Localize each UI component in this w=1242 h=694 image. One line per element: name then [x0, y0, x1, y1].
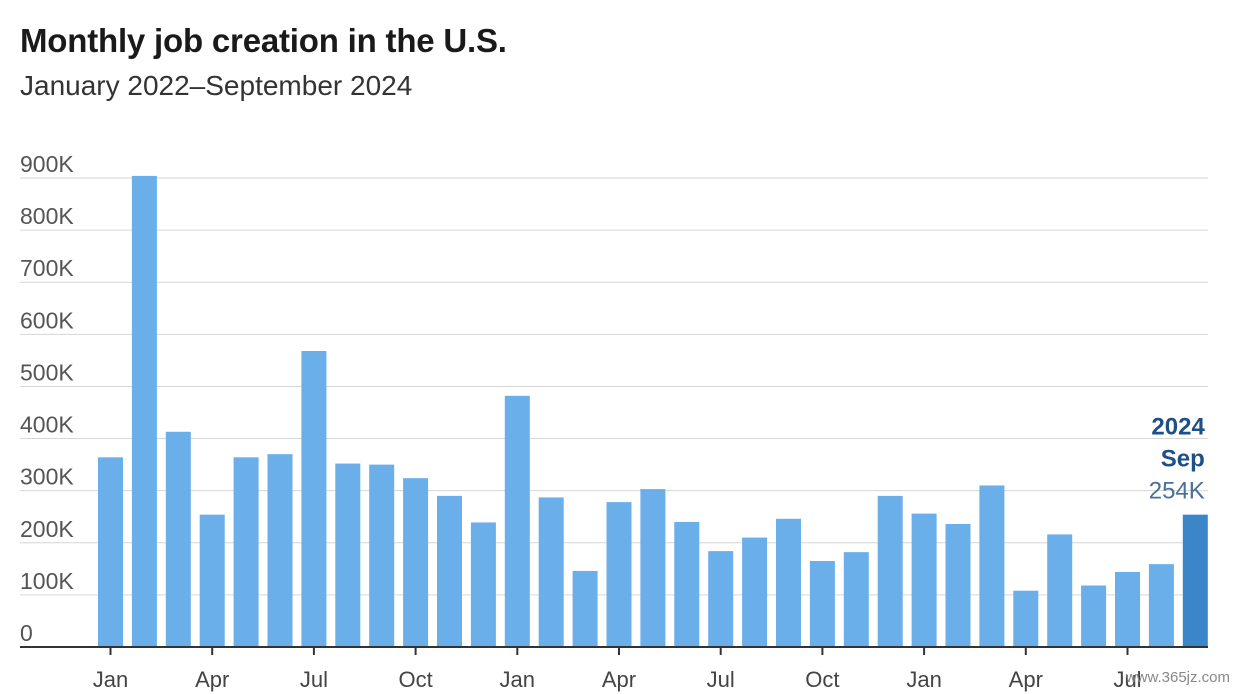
bar — [369, 464, 395, 647]
y-tick-label: 500K — [20, 359, 74, 385]
y-tick-label: 700K — [20, 255, 74, 281]
x-tick-label: Apr — [195, 667, 229, 692]
bar — [640, 489, 666, 647]
y-axis-ticks: 0 100K 200K 300K 400K 500K 600K 700K 800K 900K — [20, 151, 74, 646]
last-bar-annotation: 2024 Sep 254K — [1149, 414, 1206, 505]
annotation-value: 254K — [1149, 478, 1205, 505]
x-tick-label: Jan — [93, 667, 128, 692]
bar — [877, 495, 903, 647]
x-tick-label: Jan — [500, 667, 535, 692]
watermark: www.365jz.com — [1125, 669, 1230, 686]
chart-subtitle: January 2022–September 2024 — [20, 70, 413, 101]
bar — [403, 478, 429, 647]
x-axis-ticks: Jan Apr Jul Oct Jan Apr Jul Oct Jan Apr Jul — [93, 647, 1142, 692]
bar — [708, 551, 734, 647]
bar — [843, 552, 869, 647]
annotation-year: 2024 — [1151, 414, 1205, 441]
y-tick-label: 400K — [20, 412, 74, 438]
gridlines — [20, 177, 1208, 596]
bar — [1047, 534, 1073, 647]
bar — [504, 395, 530, 647]
annotation-month: Sep — [1161, 446, 1205, 473]
x-tick-label: Oct — [398, 667, 432, 692]
bar — [606, 502, 632, 647]
bar — [98, 457, 123, 647]
bar — [945, 524, 971, 647]
bar — [1182, 514, 1208, 647]
x-tick-label: Apr — [602, 667, 636, 692]
bar — [674, 521, 700, 647]
bar — [776, 518, 801, 647]
bar — [199, 514, 225, 647]
chart-title: Monthly job creation in the U.S. — [20, 22, 507, 59]
bar — [979, 485, 1005, 647]
y-tick-label: 100K — [20, 568, 74, 594]
bar — [437, 495, 462, 647]
y-tick-label: 800K — [20, 203, 74, 229]
bar — [572, 570, 598, 647]
bar — [742, 537, 768, 647]
bar — [335, 463, 361, 647]
bar — [165, 431, 191, 647]
y-tick-label: 300K — [20, 464, 74, 490]
bar — [1013, 590, 1039, 647]
y-tick-label: 600K — [20, 307, 74, 333]
bar — [911, 513, 937, 647]
bar — [538, 497, 564, 647]
bar — [1081, 585, 1107, 647]
x-tick-label: Jul — [707, 667, 735, 692]
x-tick-label: Apr — [1009, 667, 1043, 692]
y-tick-label: 900K — [20, 151, 74, 177]
x-tick-label: Jul — [1113, 667, 1141, 692]
x-tick-label: Oct — [805, 667, 839, 692]
bar — [131, 175, 157, 647]
y-tick-label: 0 — [20, 620, 33, 646]
x-tick-label: Jan — [906, 667, 941, 692]
bar — [1148, 564, 1174, 647]
bar — [470, 522, 496, 647]
y-tick-label: 200K — [20, 516, 74, 542]
bar — [301, 351, 327, 647]
bars — [98, 175, 1208, 647]
bar — [267, 454, 293, 647]
bar — [233, 457, 259, 647]
bar — [1115, 571, 1140, 647]
bar — [809, 561, 835, 647]
x-tick-label: Jul — [300, 667, 328, 692]
